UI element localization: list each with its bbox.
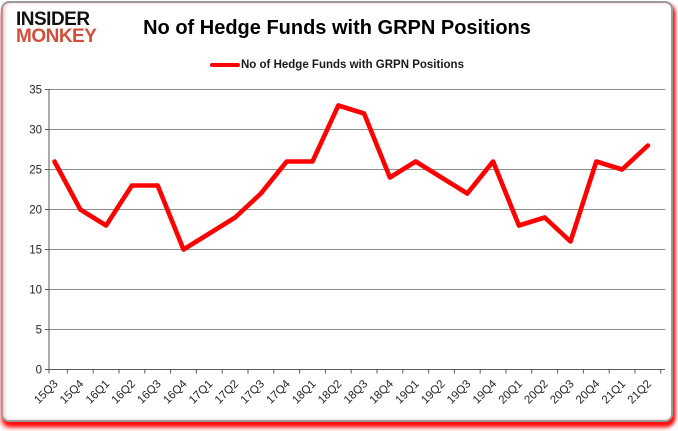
y-axis-label-30: 30 (29, 125, 42, 137)
legend-line-swatch-icon (210, 63, 240, 67)
x-axis-label-16Q2: 16Q2 (110, 378, 138, 406)
x-axis-label-19Q3: 19Q3 (445, 378, 473, 406)
x-axis-label-18Q4: 18Q4 (368, 378, 397, 407)
x-axis-label-19Q1: 19Q1 (393, 378, 421, 406)
x-axis-label-16Q4: 16Q4 (161, 378, 190, 407)
x-axis-label-16Q3: 16Q3 (135, 378, 163, 406)
x-axis-label-20Q1: 20Q1 (497, 378, 525, 406)
x-axis-label-20Q2: 20Q2 (522, 378, 550, 406)
y-axis-label-35: 35 (29, 85, 42, 97)
x-axis-label-20Q4: 20Q4 (574, 378, 603, 407)
line-chart-svg: 0510152025303515Q315Q416Q116Q216Q316Q417… (29, 85, 665, 407)
x-axis-label-16Q1: 16Q1 (84, 378, 112, 406)
x-axis-label-17Q2: 17Q2 (213, 378, 241, 406)
x-axis-label-15Q4: 15Q4 (58, 378, 87, 407)
x-axis-label-15Q3: 15Q3 (32, 378, 60, 406)
chart-legend: No of Hedge Funds with GRPN Positions (3, 59, 671, 71)
x-axis-label-17Q3: 17Q3 (239, 378, 267, 406)
legend-label: No of Hedge Funds with GRPN Positions (241, 59, 464, 71)
y-axis-label-5: 5 (36, 325, 42, 337)
x-axis-label-18Q3: 18Q3 (342, 378, 370, 406)
x-axis-label-17Q1: 17Q1 (187, 378, 215, 406)
logo-line-monkey: MONKEY (16, 26, 97, 47)
x-axis-label-18Q1: 18Q1 (290, 378, 318, 406)
x-axis-label-21Q2: 21Q2 (626, 378, 654, 406)
y-axis-label-25: 25 (29, 165, 42, 177)
insider-monkey-logo: INSIDER MONKEY (16, 9, 97, 47)
logo-line-insider: INSIDER (16, 9, 90, 30)
series-line-No of Hedge Funds with GRPN Positions (52, 103, 651, 252)
x-axis-label-17Q4: 17Q4 (264, 378, 293, 407)
chart-title: No of Hedge Funds with GRPN Positions (143, 17, 531, 39)
chart-card: INSIDER MONKEY No of Hedge Funds with GR… (1, 1, 673, 422)
x-axis-label-21Q1: 21Q1 (600, 378, 628, 406)
y-axis-label-10: 10 (29, 285, 42, 297)
x-axis-label-20Q3: 20Q3 (548, 378, 576, 406)
plot-area: 0 5 10 15 20 25 30 35 15Q3 15Q4 16Q1 16Q2 16Q3 16Q4 17… (3, 3, 671, 420)
x-axis-label-19Q4: 19Q4 (471, 378, 500, 407)
y-axis-label-15: 15 (29, 245, 42, 257)
x-axis-label-19Q2: 19Q2 (419, 378, 447, 406)
y-axis-label-0: 0 (36, 365, 42, 377)
y-axis-label-20: 20 (29, 205, 42, 217)
x-axis-label-18Q2: 18Q2 (316, 378, 344, 406)
